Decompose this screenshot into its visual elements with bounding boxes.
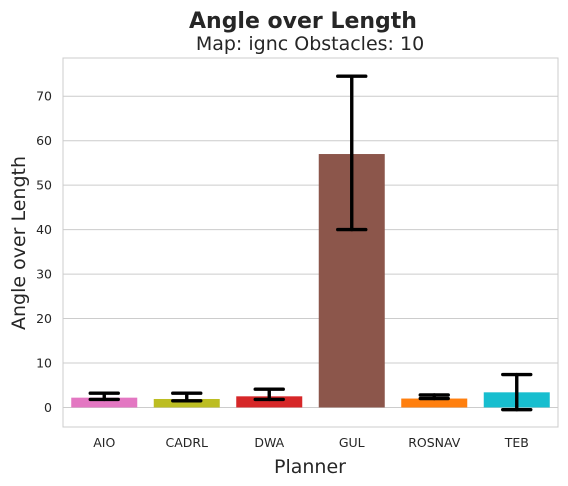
y-tick-label: 0 bbox=[44, 400, 52, 415]
bar-rosnav bbox=[401, 398, 468, 408]
x-tick-labels: AIO CADRL DWA GUL ROSNAV TEB bbox=[93, 435, 529, 450]
y-tick-label: 60 bbox=[36, 133, 52, 148]
y-axis-label: Angle over Length bbox=[8, 156, 30, 330]
error-bars bbox=[88, 74, 533, 412]
bars bbox=[71, 154, 550, 408]
y-tick-label: 10 bbox=[36, 355, 52, 370]
bar-dwa bbox=[236, 396, 303, 408]
y-tick-labels: 0 10 20 30 40 50 60 70 bbox=[36, 89, 52, 415]
gridlines bbox=[63, 95, 558, 408]
x-tick-label: TEB bbox=[504, 435, 529, 450]
x-tick-label: ROSNAV bbox=[408, 435, 461, 450]
y-tick-label: 40 bbox=[36, 222, 52, 237]
y-tick-label: 70 bbox=[36, 89, 52, 104]
plot-frame bbox=[62, 57, 559, 428]
x-tick-label: GUL bbox=[339, 435, 365, 450]
x-tick-label: AIO bbox=[93, 435, 115, 450]
chart-suptitle: Angle over Length bbox=[189, 9, 417, 34]
bar-aio bbox=[71, 397, 138, 408]
x-tick-label: DWA bbox=[254, 435, 284, 450]
y-tick-label: 20 bbox=[36, 311, 52, 326]
x-tick-label: CADRL bbox=[165, 435, 208, 450]
chart-title: Map: ignc Obstacles: 10 bbox=[196, 33, 424, 55]
bar-cadrl bbox=[153, 398, 220, 408]
y-tick-label: 50 bbox=[36, 178, 52, 193]
y-tick-label: 30 bbox=[36, 267, 52, 282]
x-axis-label: Planner bbox=[274, 456, 346, 478]
